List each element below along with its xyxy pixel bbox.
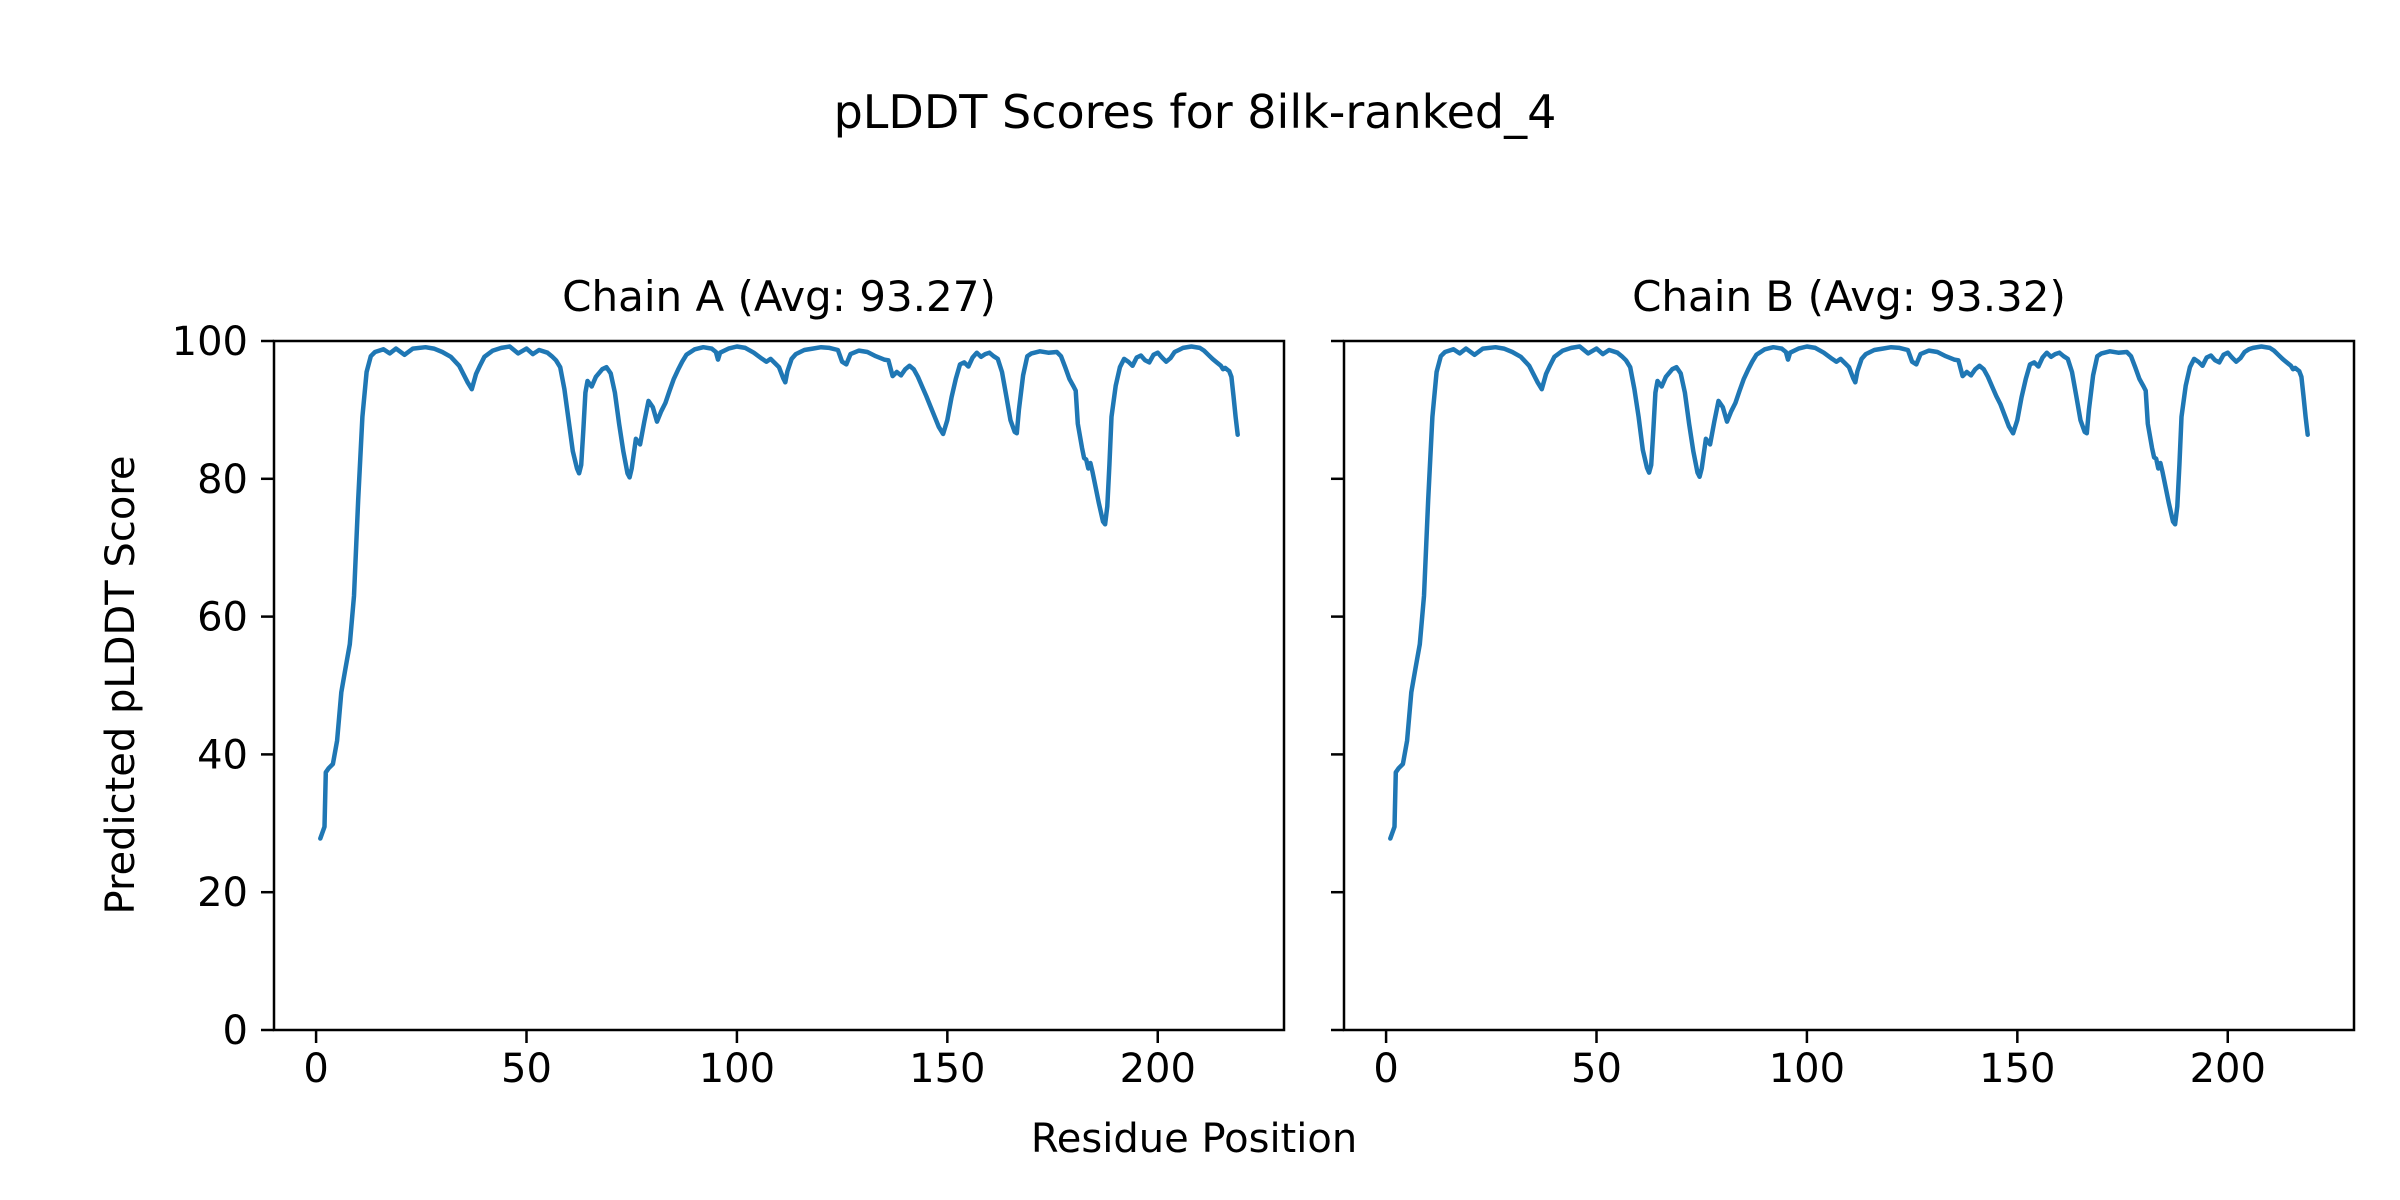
panel-b-title: Chain B (Avg: 93.32) [1632,272,2066,321]
x-tick-label: 50 [501,1046,552,1092]
y-tick-label: 100 [172,319,248,365]
x-tick-label: 200 [2190,1046,2266,1092]
chart-panels: 0 50 100 150 200 0 20 40 60 80 100 0 50 100 150 200 [172,319,2356,1092]
x-tick-label: 150 [1979,1046,2055,1092]
panel-a-title: Chain A (Avg: 93.27) [562,272,996,321]
y-tick-label: 60 [197,595,248,641]
plot-spines [1342,339,2356,1032]
y-tick-label: 0 [223,1008,248,1054]
x-tick-label: 0 [1373,1046,1398,1092]
x-tick-label: 50 [1571,1046,1622,1092]
plot-spines [272,339,1286,1032]
y-tick-label: 20 [197,870,248,916]
x-tick-label: 0 [303,1046,328,1092]
y-axis-label: Predicted pLDDT Score [98,456,144,915]
y-tick-label: 80 [197,457,248,503]
x-tick-label: 100 [699,1046,775,1092]
x-tick-label: 100 [1769,1046,1845,1092]
figure-suptitle: pLDDT Scores for 8ilk-ranked_4 [834,85,1557,139]
x-tick-label: 200 [1120,1046,1196,1092]
x-axis-label: Residue Position [1031,1116,1357,1162]
plddt-line-chain-b [1388,344,2310,841]
y-tick-label: 40 [197,732,248,778]
x-tick-label: 150 [909,1046,985,1092]
plddt-line-chain-a [318,344,1240,841]
